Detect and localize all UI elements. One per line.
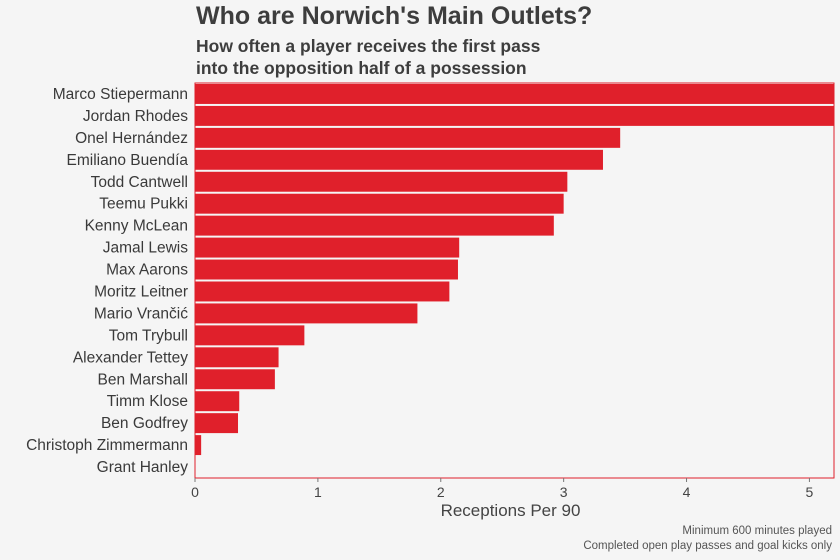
bar-7 [195,215,554,236]
bar-1 [195,84,834,104]
bar-2 [195,105,834,126]
bar-6 [195,193,564,214]
x-tick-label-4: 4 [683,484,691,500]
category-label-18: Grant Hanley [97,459,189,476]
x-tick-label-3: 3 [560,484,568,500]
chart-subtitle: How often a player receives the first pa… [196,35,540,79]
x-axis-label: Receptions Per 90 [441,501,581,520]
subtitle-line-2: into the opposition half of a possession [196,58,527,78]
x-tick-label-1: 1 [314,484,322,500]
bar-13 [195,347,279,368]
x-tick-label-0: 0 [191,484,199,500]
footnote-line-2: Completed open play passes and goal kick… [583,540,832,552]
bar-17 [195,435,202,456]
bar-5 [195,171,568,192]
x-tick-label-2: 2 [437,484,445,500]
category-label-17: Christoph Zimmermann [26,437,188,454]
bar-16 [195,413,239,434]
bar-14 [195,369,275,390]
bar-10 [195,281,450,302]
category-label-11: Mario Vrančić [94,305,188,322]
subtitle-line-1: How often a player receives the first pa… [196,36,541,56]
footnote-line-1: Minimum 600 minutes played [682,525,832,537]
category-label-6: Teemu Pukki [99,196,188,213]
category-label-4: Emiliano Buendía [67,152,189,169]
bar-3 [195,127,621,148]
category-label-8: Jamal Lewis [103,240,189,257]
category-label-3: Onel Hernández [75,130,188,147]
category-label-13: Alexander Tettey [73,349,188,366]
bar-8 [195,237,460,258]
category-label-9: Max Aarons [106,262,188,279]
chart-title: Who are Norwich's Main Outlets? [196,2,593,30]
bar-12 [195,325,305,346]
category-label-2: Jordan Rhodes [83,108,188,125]
category-label-10: Moritz Leitner [94,283,188,300]
category-label-15: Timm Klose [107,393,188,410]
category-label-1: Marco Stiepermann [53,86,188,103]
x-tick-label-5: 5 [806,484,814,500]
bar-15 [195,391,240,412]
category-label-12: Tom Trybull [109,327,188,344]
plot-frame [194,82,835,479]
footnote: Minimum 600 minutes played Completed ope… [583,524,832,554]
category-label-16: Ben Godfrey [101,415,188,432]
category-label-7: Kenny McLean [85,218,188,235]
category-label-14: Ben Marshall [98,371,188,388]
bar-9 [195,259,458,280]
category-label-5: Todd Cantwell [91,174,188,191]
bar-4 [195,149,603,170]
bar-11 [195,303,418,324]
